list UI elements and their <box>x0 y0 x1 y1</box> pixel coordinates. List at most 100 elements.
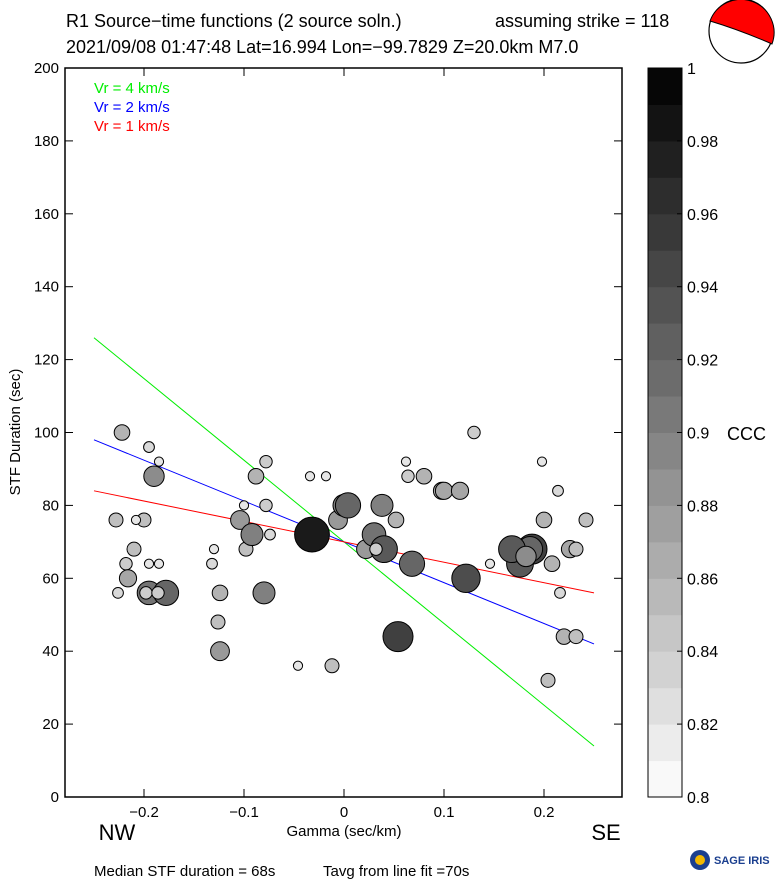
data-point <box>554 586 566 599</box>
x-tick-label: 0.1 <box>434 804 455 821</box>
data-point <box>130 514 142 526</box>
data-point <box>450 481 470 500</box>
colorbar-band <box>648 724 682 762</box>
data-point <box>113 424 131 441</box>
colorbar-tick-label: 0.88 <box>687 498 718 515</box>
data-point <box>292 660 304 671</box>
data-point <box>119 557 133 571</box>
colorbar-label: CCC <box>727 424 766 444</box>
colorbar-band <box>648 359 682 397</box>
direction-nw: NW <box>99 820 136 845</box>
data-point <box>568 541 584 557</box>
y-tick-label: 180 <box>34 133 59 150</box>
data-point <box>143 558 155 569</box>
data-point <box>210 614 226 630</box>
data-point <box>398 550 426 577</box>
data-point <box>252 581 276 605</box>
colorbar-band <box>648 578 682 616</box>
logo-text: SAGE IRIS <box>714 855 770 867</box>
data-point <box>324 658 340 674</box>
x-tick-label: 0.2 <box>534 804 555 821</box>
colorbar-band <box>648 250 682 288</box>
x-tick-label: −0.2 <box>129 804 159 821</box>
data-point <box>143 441 155 453</box>
median-text: Median STF duration = 68s <box>94 863 275 880</box>
colorbar-band <box>648 140 682 178</box>
data-point <box>369 542 383 556</box>
data-point <box>240 523 264 547</box>
colorbar-band <box>648 323 682 361</box>
data-point <box>578 512 594 528</box>
colorbar-band <box>648 396 682 433</box>
data-point <box>552 484 564 497</box>
data-point <box>151 586 165 600</box>
colorbar-tick-label: 0.98 <box>687 134 718 151</box>
legend-entry: Vr = 2 km/s <box>94 99 170 116</box>
beachball-icon <box>708 0 775 64</box>
data-point <box>415 467 433 485</box>
colorbar-tick-label: 0.94 <box>687 280 718 297</box>
data-point <box>153 558 165 569</box>
colorbar-band <box>648 651 682 689</box>
tavg-text: Tavg from line fit =70s <box>323 863 469 880</box>
data-point <box>247 467 265 485</box>
y-tick-label: 60 <box>42 570 59 587</box>
title-line2: 2021/09/08 01:47:48 Lat=16.994 Lon=−99.7… <box>66 37 578 57</box>
data-point <box>304 471 316 482</box>
colorbar-tick-label: 0.9 <box>687 426 709 443</box>
colorbar-tick-label: 0.96 <box>687 207 718 224</box>
velocity-line <box>93 490 595 594</box>
data-point <box>206 557 218 570</box>
colorbar-tick-label: 0.86 <box>687 571 718 588</box>
data-point <box>400 456 412 467</box>
y-axis-label: STF Duration (sec) <box>7 369 24 496</box>
legend-entry: Vr = 1 km/s <box>94 118 170 135</box>
colorbar-tick-label: 0.8 <box>687 790 709 807</box>
data-point <box>515 545 537 568</box>
axes-frame <box>64 67 623 798</box>
colorbar-band <box>648 760 682 798</box>
data-point <box>535 511 553 529</box>
y-tick-label: 160 <box>34 206 59 223</box>
colorbar-band <box>648 614 682 652</box>
data-point <box>139 586 153 600</box>
data-point <box>387 511 405 529</box>
data-point <box>484 558 496 569</box>
data-point <box>230 510 250 530</box>
colorbar-band <box>648 104 682 142</box>
colorbar-band <box>648 541 682 579</box>
colorbar-band <box>648 68 682 105</box>
colorbar: 1 0.98 0.96 0.94 0.92 0.9 0.88 0.86 0.84 0.82 0.8 <box>647 61 718 807</box>
data-point <box>264 528 276 541</box>
data-point <box>536 456 548 467</box>
y-tick-label: 40 <box>42 643 59 660</box>
data-point <box>108 512 124 528</box>
colorbar-band <box>648 505 682 543</box>
colorbar-band <box>648 177 682 215</box>
colorbar-band <box>648 213 682 251</box>
data-point <box>118 569 138 588</box>
colorbar-band <box>648 432 682 470</box>
data-point <box>211 584 229 602</box>
x-tick-label: 0 <box>340 804 348 821</box>
data-point <box>540 672 556 688</box>
title-line1: R1 Source−time functions (2 source soln.… <box>66 11 402 31</box>
data-point <box>434 481 454 500</box>
y-tick-label: 80 <box>42 497 59 514</box>
data-point <box>208 544 220 555</box>
x-tick-label: −0.1 <box>229 804 259 821</box>
legend-entry: Vr = 4 km/s <box>94 80 170 97</box>
y-tick-label: 20 <box>42 716 59 733</box>
data-point <box>320 471 332 482</box>
data-point <box>259 454 273 469</box>
data-point <box>370 493 394 517</box>
data-point <box>238 500 250 511</box>
data-point <box>334 492 362 519</box>
data-point <box>467 425 481 440</box>
data-point <box>543 555 561 573</box>
colorbar-tick-label: 0.92 <box>687 353 718 370</box>
colorbar-tick-label: 0.84 <box>687 644 718 661</box>
colorbar-tick-label: 0.82 <box>687 717 718 734</box>
